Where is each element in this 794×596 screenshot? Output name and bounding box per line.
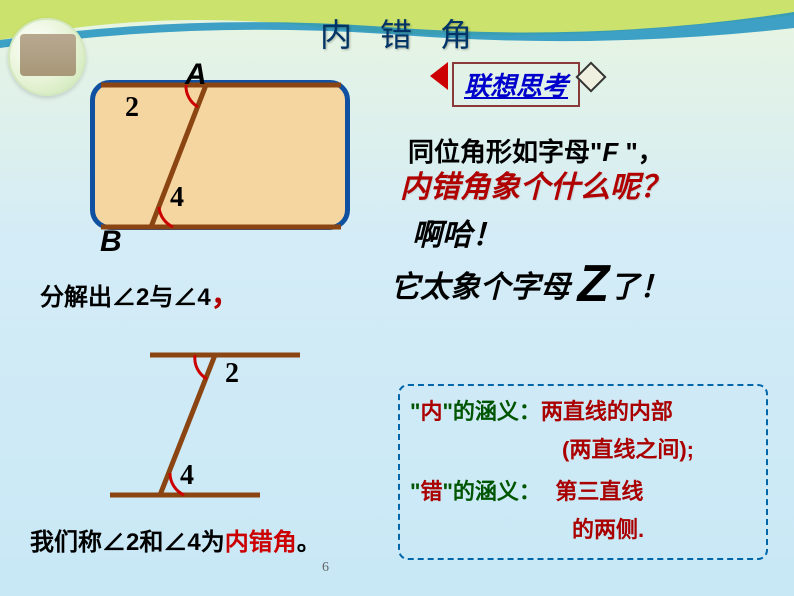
think-link-text: 联想思考 [464,72,568,101]
logo-bubble [8,18,86,96]
def2-val-b: 的两侧. [572,517,644,542]
def1-key: "内"的涵义： [410,399,541,424]
def-row-2: "错"的涵义： 第三直线 [410,474,756,506]
z-angle2: 2 [225,358,239,390]
slide-title: 内错角 [320,10,500,56]
z-diagram [100,335,320,520]
text-conclusion: 我们称∠2和∠4为内错角。 [30,522,321,557]
logo-building [20,34,76,76]
text-question: 内错角象个什么呢？ [400,162,670,206]
decompose-pre: 分解出∠2与∠4 [40,284,211,311]
def-row-2b: 的两侧. [410,512,756,544]
diagram1-angle4: 4 [170,182,184,214]
bottom-red: 内错角 [225,529,297,556]
def1-val-b: (两直线之间); [562,432,694,464]
def1-val-a: 两直线的内部 [541,399,673,424]
think-link-box[interactable]: 联想思考 [452,62,580,107]
nav-diamond-icon[interactable] [575,61,606,92]
z-svg [100,335,320,515]
diagram1-angle2: 2 [125,92,139,124]
point-B-label: B [100,225,122,259]
bottom-post: 。 [297,529,321,556]
slide-number: 6 [322,560,329,576]
bottom-pre: 我们称∠2和∠4为 [30,529,225,556]
line4-post: 了！ [609,271,669,304]
big-z: Z [578,254,610,314]
def2-val-a: 第三直线 [555,479,643,504]
text-decompose: 分解出∠2与∠4， [40,270,241,314]
text-aha: 啊哈！ [412,210,502,254]
def-row-1b: (两直线之间); [410,432,756,464]
def-row-1: "内"的涵义：两直线的内部 [410,394,756,426]
point-A-label: A [185,58,207,92]
definition-box: "内"的涵义：两直线的内部 (两直线之间); "错"的涵义： 第三直线 的两侧. [398,384,768,560]
def2-key: "错"的涵义： [410,479,541,504]
decompose-comma: ， [211,279,241,312]
line4-pre: 它太象个字母 [390,271,578,304]
z-angle4: 4 [180,460,194,492]
back-arrow-icon[interactable] [430,62,448,90]
text-z-line: 它太象个字母 Z了！ [390,260,669,320]
